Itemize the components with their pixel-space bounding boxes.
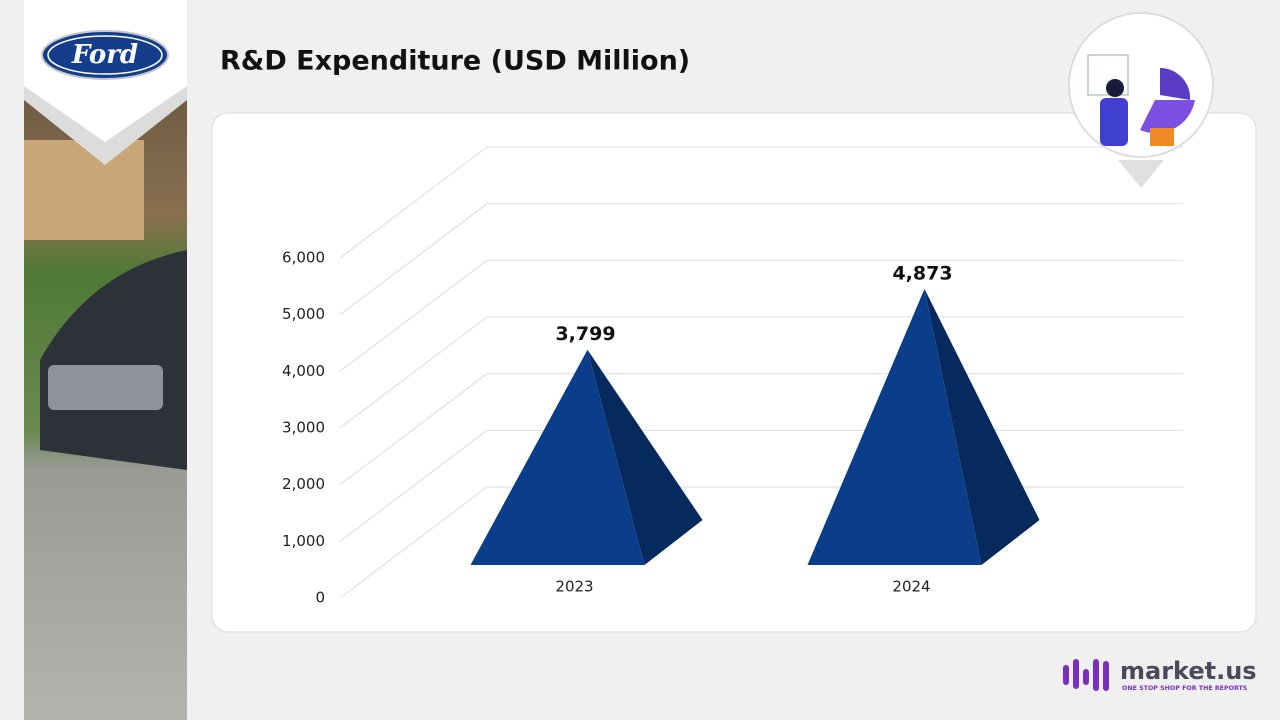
y-tick-label: 4,000 [282,362,325,380]
footer-tagline: ONE STOP SHOP FOR THE REPORTS [1122,685,1248,692]
grid-line-side [339,203,488,316]
y-tick-label: 5,000 [282,305,325,323]
y-tick-label: 0 [315,589,325,607]
grid-line-side [339,259,488,372]
truck-grille [48,365,163,410]
illustration-badge [1068,12,1214,158]
chart-title: R&D Expenditure (USD Million) [220,46,690,77]
grid-line-side [339,486,488,599]
pyramid-side [587,349,703,565]
illustration-board [1087,54,1129,96]
marketus-icon [1063,659,1109,691]
x-tick-label: 2023 [555,578,593,596]
y-tick-label: 2,000 [282,475,325,493]
illustration-coins [1150,128,1174,146]
pyramid-side [924,288,1040,565]
y-tick-label: 6,000 [282,249,325,267]
grid-line-side [339,146,488,259]
value-label: 4,873 [892,262,952,284]
pyramid [470,349,645,565]
chart-card [211,112,1257,633]
illustration-person [1106,79,1124,97]
x-tick-label: 2024 [892,578,930,596]
illustration-pie [1140,100,1195,134]
grid-line-side [339,373,488,486]
house [24,140,144,240]
grid-line-side [339,316,488,429]
value-label: 3,799 [555,323,615,345]
illustration-person [1100,98,1128,146]
illustration-pie [1160,67,1191,100]
ford-logo-ring [47,35,163,75]
grid-line-side [339,429,488,542]
y-tick-label: 3,000 [282,419,325,437]
badge-pointer [1118,160,1164,188]
pyramid [807,288,982,565]
footer-brand: market.us [1120,657,1257,685]
truck [40,250,187,470]
plot: 0 1,000 2,000 3,000 4,000 5,000 6,000 2023 3,799… [282,146,1183,607]
ford-logo [41,30,169,80]
ford-logo-text: Ford [71,40,138,70]
y-tick-label: 1,000 [282,532,325,550]
